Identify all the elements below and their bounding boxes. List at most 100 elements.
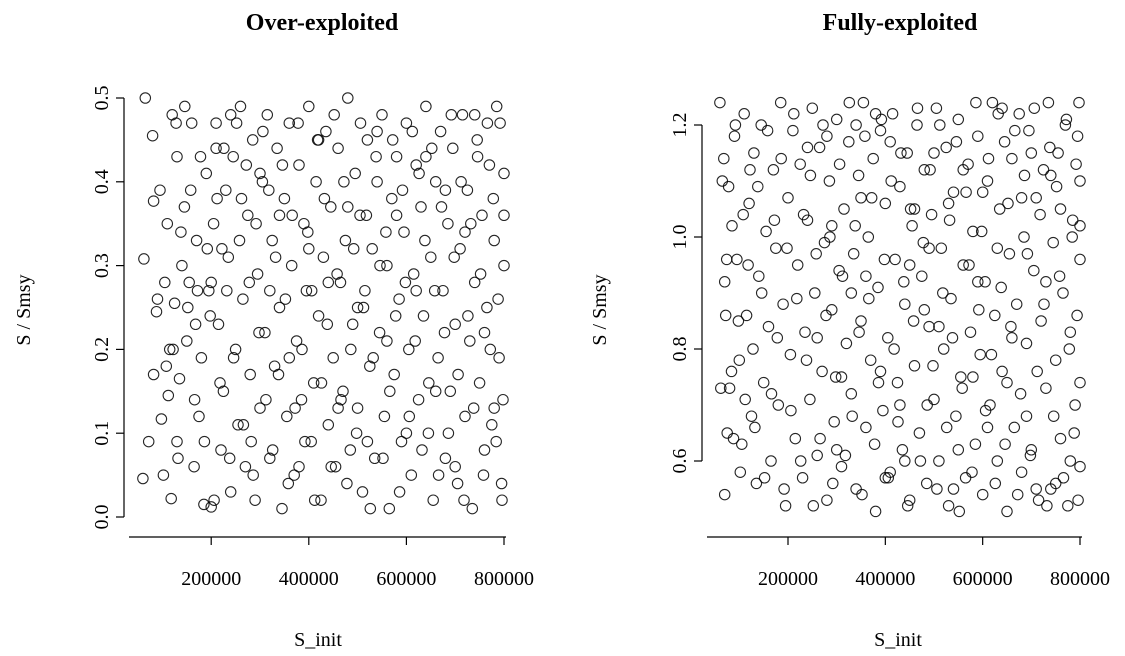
data-point [964, 326, 977, 338]
data-point [981, 421, 994, 434]
data-point [835, 460, 848, 473]
data-point [1001, 505, 1013, 518]
data-point [913, 427, 926, 439]
data-point [322, 419, 335, 431]
data-point [1074, 253, 1086, 266]
data-point [155, 413, 168, 425]
data-point [924, 164, 936, 176]
data-point [1006, 152, 1018, 165]
data-point [208, 494, 220, 506]
data-point [423, 377, 435, 389]
data-point [865, 192, 878, 204]
data-point [251, 268, 264, 280]
data-point [1054, 203, 1067, 215]
data-point [899, 455, 911, 467]
x-axis: 200000 400000 600000 800000 [129, 536, 534, 590]
data-point [1028, 102, 1041, 114]
data-point [487, 192, 500, 205]
data-point [869, 505, 882, 518]
y-axis: 0.0 0.1 0.2 0.3 0.4 0.5 [91, 86, 125, 530]
data-point [193, 410, 205, 423]
data-point [263, 184, 275, 196]
data-point [817, 119, 829, 131]
data-point [427, 494, 439, 506]
data-point [223, 452, 236, 465]
data-point [718, 276, 731, 288]
data-point [419, 234, 431, 247]
data-point [386, 134, 399, 146]
data-point [1054, 432, 1067, 445]
data-point [325, 460, 337, 473]
data-point [928, 393, 940, 406]
data-point [380, 226, 392, 238]
data-point [821, 494, 833, 506]
data-point [1018, 231, 1030, 243]
data-point [285, 259, 298, 272]
panel-over-exploited: Over-exploited S_init S / Smsy 0.0 0.1 0.2… [13, 10, 534, 651]
data-point [972, 276, 984, 288]
data-point [320, 125, 332, 138]
data-point [400, 117, 413, 129]
x-axis-label: S_init [294, 629, 342, 651]
data-point [1074, 220, 1086, 232]
data-point [1032, 494, 1045, 506]
data-point [797, 208, 810, 221]
data-point [376, 109, 388, 121]
data-point [259, 326, 271, 339]
data-point [765, 455, 777, 467]
data-point [884, 136, 896, 148]
data-point [1045, 169, 1057, 182]
data-point [894, 399, 906, 411]
data-point [791, 292, 803, 305]
data-point [868, 438, 881, 450]
data-point [448, 251, 460, 263]
data-point [399, 276, 412, 289]
data-point [718, 488, 731, 501]
data-point [437, 284, 449, 297]
data-point [468, 276, 481, 289]
data-point [991, 455, 1004, 467]
data-point [341, 477, 353, 490]
data-point [895, 147, 907, 159]
data-point [761, 124, 774, 137]
data-point [911, 102, 924, 114]
data-point [947, 186, 960, 198]
data-point [351, 402, 364, 414]
data-point [731, 253, 743, 266]
data-point [1072, 494, 1084, 506]
data-point [254, 402, 266, 414]
data-point [824, 231, 836, 243]
data-point [1071, 309, 1083, 322]
data-point [378, 410, 391, 423]
data-point [957, 259, 969, 271]
data-point [903, 494, 916, 506]
data-point [1011, 488, 1024, 501]
y-tick-label: 0.1 [91, 421, 113, 446]
y-tick-label: 0.5 [91, 86, 113, 111]
data-point [317, 251, 330, 263]
data-point [794, 455, 807, 467]
data-point [1066, 214, 1079, 226]
data-point [215, 444, 227, 456]
data-point [351, 301, 364, 314]
data-point [1030, 192, 1042, 204]
data-point [833, 158, 846, 170]
data-point [292, 117, 304, 129]
data-point [190, 234, 203, 247]
data-point [271, 142, 283, 155]
data-point [1038, 298, 1050, 310]
x-tick-label: 600000 [953, 568, 1013, 590]
data-point [774, 96, 787, 109]
data-point [356, 486, 369, 498]
data-point [738, 108, 750, 120]
data-point [985, 348, 998, 361]
data-point [198, 498, 210, 511]
data-point [452, 368, 464, 381]
data-point [739, 393, 751, 406]
data-point [853, 326, 865, 338]
data-point [1053, 270, 1066, 282]
data-point [855, 315, 867, 327]
data-point [261, 109, 274, 121]
data-point [256, 176, 269, 188]
data-point [471, 150, 484, 163]
